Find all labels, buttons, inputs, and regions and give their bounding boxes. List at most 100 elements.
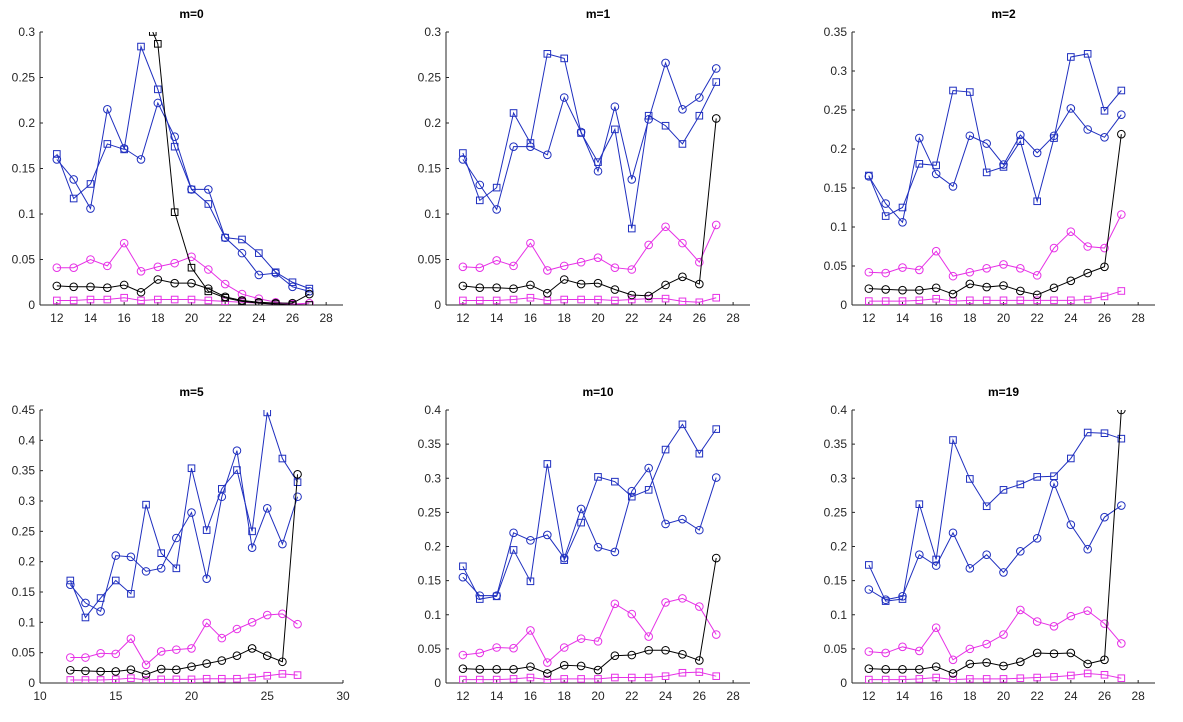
data-point-black-circle: [458, 664, 468, 673]
data-point-magenta-circle: [898, 642, 907, 652]
x-tick-label: 28: [319, 311, 333, 325]
data-point-magenta-square: [577, 675, 585, 683]
data-point-black-circle: [576, 661, 586, 671]
data-point-magenta-square: [560, 295, 569, 304]
data-point-blue-square: [157, 549, 165, 557]
data-point-magenta-square: [594, 295, 602, 304]
x-tick-label: 22: [1030, 311, 1044, 325]
data-point-magenta-square: [475, 675, 484, 683]
chart-panel-3: 10 15 20 25 30 0 0.05 0.1 0.15 0.2 0.25 0.3 0.35 0.4 0…: [12, 385, 350, 703]
data-point-blue-square: [865, 171, 873, 180]
series-group: [66, 410, 302, 683]
data-point-blue-circle: [610, 102, 620, 111]
data-point-magenta-square: [966, 675, 974, 683]
data-point-blue-circle: [204, 185, 213, 194]
data-point-black-circle: [247, 644, 257, 653]
series-group: [864, 410, 1126, 683]
x-tick-label: 20: [185, 311, 199, 325]
x-tick-label: 28: [1131, 689, 1145, 703]
data-point-blue-square: [949, 436, 957, 444]
data-point-blue-circle: [187, 508, 196, 517]
data-point-black-circle: [695, 279, 704, 289]
series-line-black-circle: [868, 410, 1122, 674]
data-point-black-circle: [475, 665, 485, 674]
series-line-magenta-circle: [462, 224, 717, 271]
data-point-blue-circle: [111, 551, 121, 560]
data-point-black-circle: [103, 283, 112, 293]
data-point-magenta-circle: [1083, 606, 1092, 615]
data-point-black-circle: [965, 659, 975, 669]
data-point-magenta-circle: [66, 653, 75, 662]
data-point-black-square: [221, 293, 229, 302]
data-point-black-circle: [96, 667, 105, 676]
data-point-magenta-square: [66, 676, 75, 683]
data-point-magenta-circle: [111, 649, 121, 659]
data-point-magenta-square: [509, 675, 518, 683]
y-tick-label: 0.4: [424, 403, 441, 417]
y-tick-label: 0.3: [18, 25, 35, 39]
data-point-black-square: [305, 301, 314, 305]
data-point-blue-circle: [543, 530, 552, 540]
data-point-magenta-circle: [678, 594, 687, 603]
series-line-magenta-circle: [56, 242, 310, 305]
data-point-black-circle: [711, 114, 721, 123]
data-point-blue-square: [560, 54, 569, 63]
data-point-magenta-circle: [103, 261, 112, 271]
x-tick-label: 24: [252, 311, 266, 325]
x-tick-label: 16: [524, 311, 538, 325]
data-point-black-circle: [1100, 262, 1109, 272]
data-point-blue-circle: [931, 169, 941, 179]
x-tick-label: 26: [286, 311, 300, 325]
data-point-black-circle: [1032, 290, 1042, 300]
y-tick-label: 0: [840, 676, 847, 690]
chart-title: m=1: [586, 7, 611, 21]
data-point-magenta-square: [1050, 296, 1058, 305]
data-point-magenta-square: [96, 676, 105, 683]
x-tick-label: 20: [591, 311, 605, 325]
data-point-blue-circle: [965, 131, 975, 141]
data-point-magenta-square: [459, 296, 467, 305]
data-point-black-circle: [627, 290, 637, 300]
data-point-black-circle: [982, 282, 991, 292]
data-point-magenta-square: [170, 295, 179, 304]
data-point-magenta-square: [142, 676, 150, 683]
data-point-blue-square: [898, 595, 907, 603]
y-tick-label: 0.3: [424, 471, 441, 485]
data-point-magenta-circle: [1117, 639, 1126, 648]
x-tick-label: 22: [625, 689, 639, 703]
chart-panel-1: 12 14 16 18 20 22 24 26 28 0 0.05 0.1 0.15 0.2 0.25 0.3…: [418, 7, 750, 325]
data-point-black-circle: [1083, 268, 1092, 278]
data-point-blue-square: [999, 163, 1008, 171]
data-point-magenta-circle: [1032, 271, 1042, 280]
data-point-blue-square: [53, 150, 61, 158]
data-point-blue-square: [154, 85, 162, 94]
chart-panel-4: 12 14 16 18 20 22 24 26 28 0 0.05 0.1 0.15 0.2 0.25 0.3…: [418, 385, 750, 703]
data-point-magenta-square: [263, 671, 272, 680]
y-tick-label: 0.3: [830, 471, 847, 485]
data-point-blue-square: [96, 594, 105, 602]
data-point-blue-circle: [475, 180, 485, 190]
data-point-black-circle: [1100, 655, 1109, 665]
data-point-blue-circle: [864, 585, 874, 594]
data-point-magenta-square: [1100, 671, 1109, 679]
data-point-black-circle: [864, 284, 874, 293]
data-point-black-circle: [1083, 659, 1092, 669]
data-point-blue-square: [982, 502, 991, 511]
data-point-blue-square: [305, 284, 314, 293]
data-point-blue-square: [695, 449, 704, 458]
data-point-black-circle: [136, 287, 146, 297]
data-point-magenta-square: [81, 676, 90, 683]
data-point-magenta-square: [1117, 287, 1126, 295]
y-tick-label: 0: [28, 298, 35, 312]
data-point-black-circle: [458, 281, 468, 291]
data-point-blue-circle: [69, 175, 78, 184]
data-point-magenta-square: [526, 293, 535, 302]
data-point-black-square: [187, 263, 196, 272]
data-point-blue-square: [594, 158, 602, 166]
data-point-magenta-square: [881, 297, 890, 305]
data-point-blue-square: [644, 486, 653, 494]
data-point-black-circle: [931, 283, 941, 293]
data-point-blue-square: [137, 42, 145, 51]
data-point-magenta-square: [526, 673, 535, 682]
data-point-magenta-circle: [881, 268, 890, 278]
